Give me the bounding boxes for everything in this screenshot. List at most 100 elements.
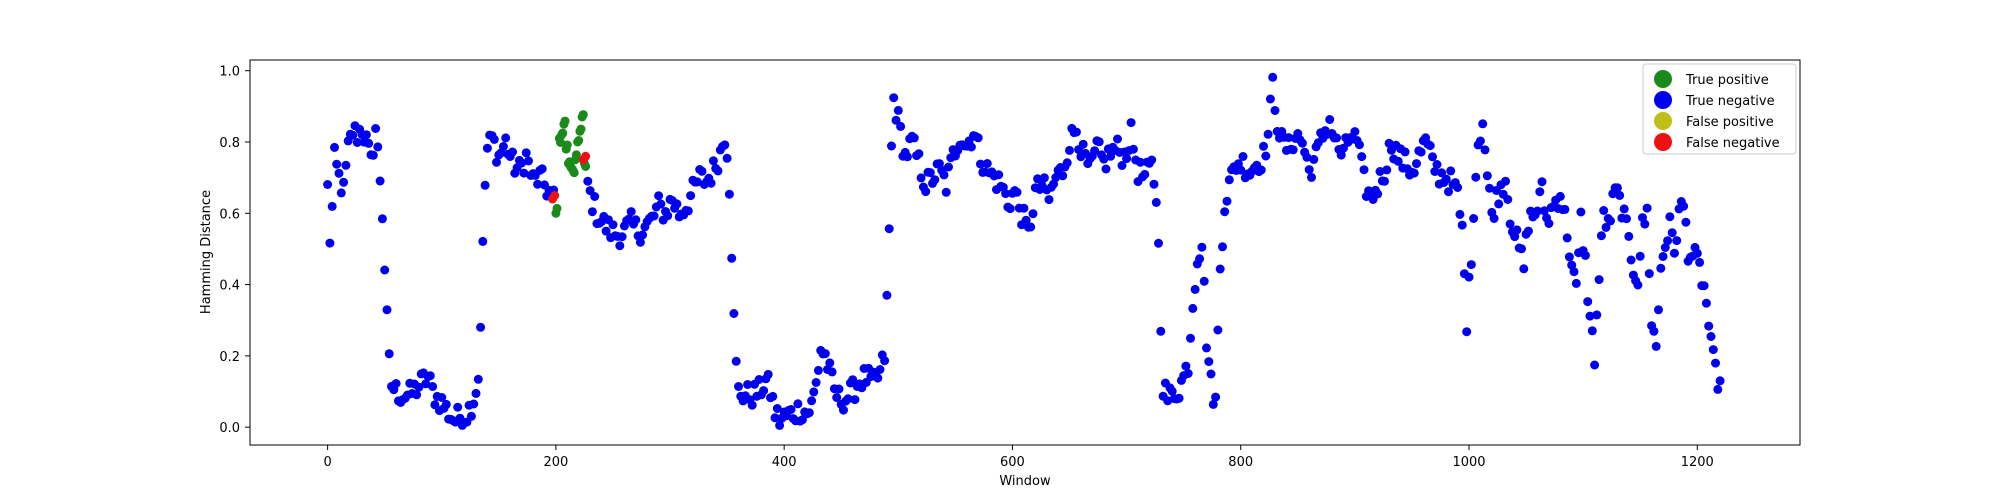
point-true-negative <box>1256 165 1266 175</box>
point-true-negative <box>807 396 817 406</box>
point-true-negative <box>1612 183 1622 193</box>
point-true-negative <box>1695 257 1705 267</box>
x-axis: 0 200 400 600 800 1000 1200 <box>323 445 1714 470</box>
point-true-negative <box>1462 327 1472 337</box>
point-true-negative <box>1101 164 1111 174</box>
point-true-positive <box>574 136 584 145</box>
point-true-negative <box>1583 297 1593 307</box>
point-true-positive <box>576 124 586 134</box>
point-true-negative <box>617 232 627 242</box>
point-true-negative <box>473 374 483 384</box>
point-true-negative <box>1640 219 1650 229</box>
point-true-negative <box>1183 369 1193 378</box>
point-true-positive <box>556 138 565 147</box>
legend-label-false-positive: False positive <box>1686 115 1774 130</box>
point-true-negative <box>1412 159 1421 169</box>
point-true-negative <box>1437 168 1447 178</box>
point-true-negative <box>1044 195 1054 205</box>
point-true-negative <box>1357 152 1367 162</box>
point-true-negative <box>1021 215 1031 225</box>
point-true-negative <box>1512 225 1522 235</box>
point-false-negative <box>581 151 591 161</box>
point-true-negative <box>1576 207 1586 217</box>
point-true-negative <box>939 170 949 180</box>
point-true-negative <box>1663 236 1673 246</box>
point-true-positive <box>562 140 572 150</box>
point-true-negative <box>1564 252 1574 262</box>
point-true-negative <box>1669 248 1679 258</box>
point-true-negative <box>1270 106 1280 115</box>
x-tick-label: 400 <box>772 455 797 470</box>
point-true-negative <box>1181 361 1191 371</box>
point-true-negative <box>1622 214 1631 224</box>
y-axis: 0.0 0.2 0.4 0.6 0.8 1.0 <box>219 65 250 436</box>
point-true-negative <box>1633 280 1643 290</box>
point-true-negative <box>1384 138 1394 148</box>
point-true-negative <box>590 192 600 201</box>
point-true-negative <box>1596 231 1606 241</box>
point-true-negative <box>1375 167 1385 176</box>
y-tick-label: 0.4 <box>219 279 240 294</box>
point-true-negative <box>686 191 696 201</box>
point-true-negative <box>368 150 378 160</box>
point-true-negative <box>708 156 718 166</box>
point-true-negative <box>848 375 858 385</box>
point-true-negative <box>1704 321 1714 331</box>
point-true-negative <box>994 170 1004 180</box>
point-true-negative <box>973 133 983 143</box>
legend-label-true-positive: True positive <box>1685 73 1769 88</box>
point-true-negative <box>1455 209 1465 219</box>
point-true-negative <box>1090 146 1100 156</box>
point-true-negative <box>1220 207 1230 217</box>
point-true-negative <box>1380 176 1389 186</box>
point-true-negative <box>469 399 479 409</box>
point-true-negative <box>1268 72 1278 82</box>
point-true-negative <box>1195 254 1205 264</box>
point-true-negative <box>425 371 435 381</box>
point-true-negative <box>482 143 492 153</box>
point-true-negative <box>1224 175 1234 185</box>
point-true-negative <box>1307 172 1316 182</box>
point-true-negative <box>339 177 349 187</box>
point-true-negative <box>1587 326 1597 336</box>
point-true-negative <box>692 177 702 187</box>
point-true-negative <box>1489 214 1499 223</box>
point-true-negative <box>1284 133 1294 143</box>
point-true-negative <box>1537 177 1547 187</box>
point-true-negative <box>1259 141 1268 151</box>
point-true-negative <box>1457 220 1467 230</box>
point-true-negative <box>772 404 782 413</box>
point-true-negative <box>1503 195 1513 204</box>
point-true-negative <box>1005 204 1015 214</box>
point-true-negative <box>384 349 394 359</box>
legend: True positive True negative False positive… <box>1642 63 1797 155</box>
point-true-negative <box>1517 244 1526 254</box>
point-true-negative <box>1535 187 1545 197</box>
point-true-negative <box>437 393 447 402</box>
point-true-negative <box>720 140 730 150</box>
point-true-negative <box>1373 189 1383 199</box>
point-true-positive <box>560 116 570 126</box>
point-true-negative <box>1135 157 1145 167</box>
point-false-negative <box>550 191 560 200</box>
point-true-negative <box>896 121 906 131</box>
x-tick-label: 1200 <box>1681 455 1714 470</box>
point-true-negative <box>1265 94 1275 104</box>
point-true-negative <box>489 134 499 144</box>
point-true-negative <box>1001 189 1011 199</box>
point-true-negative <box>1649 326 1659 336</box>
point-true-negative <box>1208 399 1218 409</box>
point-true-negative <box>1222 196 1232 206</box>
point-true-negative <box>1304 165 1314 175</box>
point-true-negative <box>1480 145 1490 155</box>
point-true-negative <box>1336 150 1346 160</box>
point-true-negative <box>754 375 764 384</box>
point-true-negative <box>722 153 732 163</box>
point-true-negative <box>327 201 337 211</box>
point-true-negative <box>1644 269 1654 279</box>
point-true-negative <box>683 206 693 216</box>
point-true-negative <box>380 265 390 275</box>
point-true-negative <box>663 211 673 221</box>
point-true-negative <box>1580 250 1590 260</box>
point-true-negative <box>850 395 860 405</box>
